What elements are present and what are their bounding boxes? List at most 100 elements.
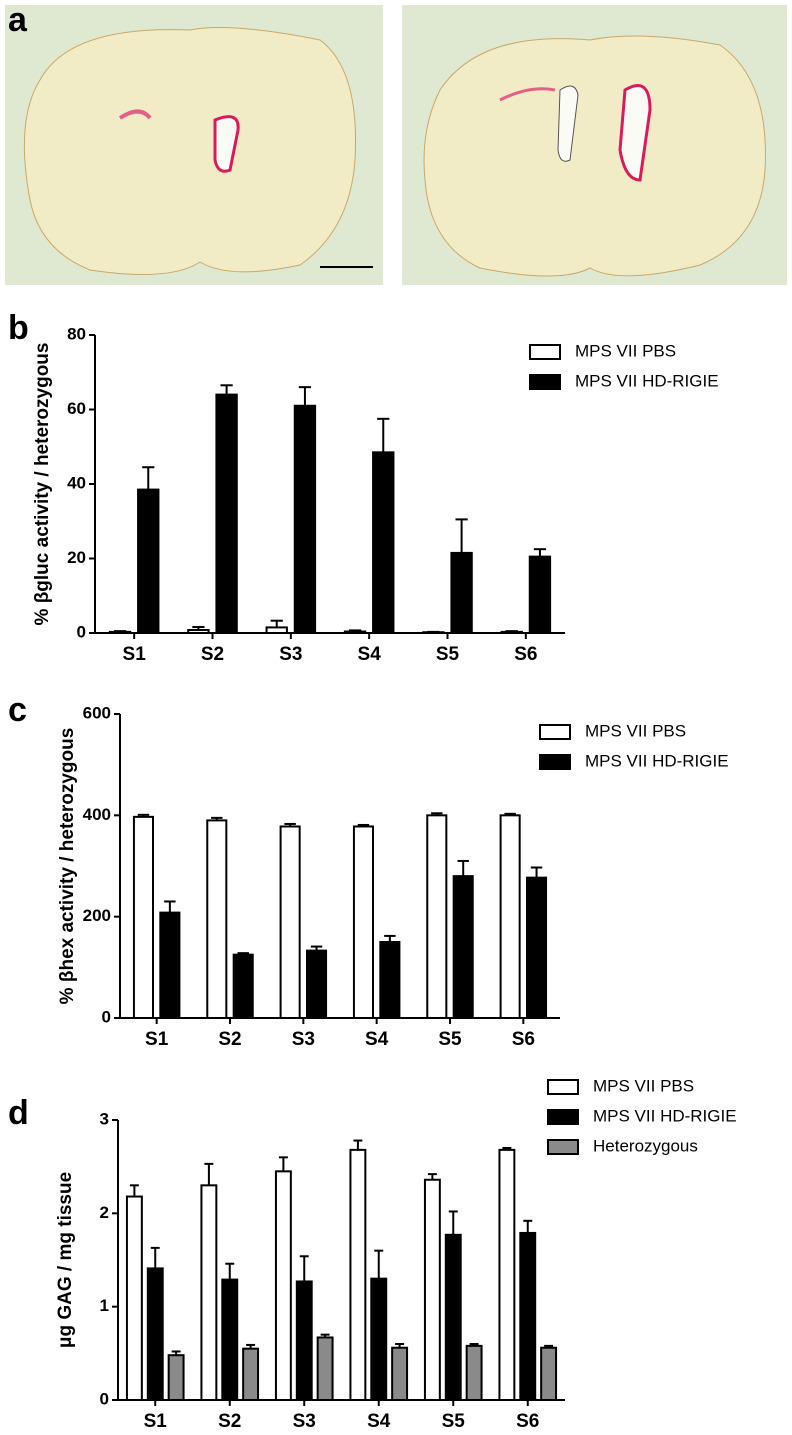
bar	[221, 1278, 239, 1401]
bar	[498, 1148, 516, 1402]
brain-images: a	[5, 1, 787, 285]
bar	[528, 555, 552, 635]
bar	[293, 404, 317, 634]
y-tick-label: 0	[102, 1007, 111, 1026]
x-tick-label: S1	[123, 644, 147, 665]
y-axis-label: μg GAG / mg tissue	[55, 1172, 76, 1348]
panel-label: c	[8, 691, 27, 729]
bar	[265, 626, 288, 634]
panel-label: b	[8, 309, 29, 347]
x-tick-label: S3	[293, 1411, 316, 1432]
bar	[232, 953, 254, 1020]
bar	[352, 825, 374, 1019]
bar	[349, 1148, 367, 1402]
bar	[526, 876, 548, 1019]
stain	[499, 87, 556, 102]
y-tick-label: 400	[83, 805, 111, 824]
bar	[391, 1346, 409, 1401]
legend-label: MPS VII HD-RIGIE	[593, 1106, 737, 1125]
stain	[118, 109, 152, 120]
y-tick-label: 2	[100, 1203, 109, 1222]
x-tick-label: S2	[201, 644, 224, 665]
bar	[215, 393, 238, 634]
legend-label: MPS VII PBS	[593, 1076, 694, 1095]
x-tick-label: S1	[145, 1029, 169, 1050]
bar	[452, 875, 474, 1020]
bar	[279, 825, 301, 1019]
x-tick-label: S5	[438, 1029, 462, 1050]
legend-swatch	[547, 1079, 579, 1095]
bar	[372, 451, 395, 634]
bar	[343, 630, 367, 635]
brain-section	[23, 27, 357, 275]
bar	[540, 1346, 558, 1401]
x-tick-label: S5	[436, 644, 460, 665]
x-tick-label: S4	[367, 1411, 391, 1432]
y-tick-label: 40	[67, 473, 86, 492]
bar	[137, 488, 160, 634]
y-tick-label: 80	[67, 324, 86, 343]
panel-label: a	[8, 1, 28, 39]
legend-swatch	[539, 754, 571, 770]
bar	[499, 814, 521, 1019]
y-tick-label: 3	[100, 1109, 109, 1128]
legend-swatch	[529, 374, 561, 390]
y-tick-label: 200	[83, 906, 111, 925]
legend-swatch	[529, 344, 561, 360]
bar	[423, 1178, 441, 1401]
bar	[159, 911, 181, 1020]
bar	[450, 551, 473, 634]
bar	[306, 949, 328, 1020]
bar	[167, 1354, 185, 1401]
y-tick-label: 600	[83, 703, 111, 722]
bar	[274, 1170, 292, 1402]
x-tick-label: S2	[218, 1029, 241, 1050]
bar	[295, 1280, 313, 1402]
ventricle	[213, 115, 240, 173]
y-tick-label: 20	[67, 548, 86, 567]
brain-section	[423, 35, 766, 277]
bar	[108, 630, 132, 635]
legend-label: MPS VII PBS	[585, 721, 686, 740]
bar	[132, 815, 154, 1019]
bar	[379, 941, 401, 1019]
legend-label: Heterozygous	[593, 1136, 698, 1155]
bar	[206, 819, 228, 1020]
bar	[200, 1184, 218, 1402]
x-tick-label: S6	[514, 644, 537, 665]
legend-swatch	[547, 1109, 579, 1125]
y-axis-label: % βgluc activity / heterozygous	[32, 343, 53, 626]
panel-label: d	[8, 1094, 29, 1132]
bar	[187, 629, 210, 635]
bar	[422, 631, 445, 635]
y-tick-label: 0	[77, 622, 86, 641]
bar	[465, 1344, 483, 1402]
legend-swatch	[539, 724, 571, 740]
y-tick-label: 0	[100, 1389, 109, 1408]
ventricle	[557, 85, 579, 162]
x-tick-label: S2	[218, 1411, 241, 1432]
ventricle	[618, 84, 652, 182]
x-tick-label: S3	[292, 1029, 315, 1050]
bar	[316, 1336, 334, 1402]
legend-label: MPS VII HD-RIGIE	[575, 371, 719, 390]
y-axis-label: % βhex activity / heterozygous	[57, 728, 78, 1005]
y-tick-label: 1	[100, 1296, 109, 1315]
bar	[426, 814, 448, 1019]
legend-label: MPS VII PBS	[575, 341, 676, 360]
x-tick-label: S3	[279, 644, 302, 665]
bar	[519, 1231, 537, 1402]
legend-swatch	[547, 1139, 579, 1155]
bar	[444, 1233, 462, 1402]
bar	[146, 1267, 164, 1402]
x-tick-label: S4	[365, 1029, 389, 1050]
bar	[370, 1277, 388, 1401]
legend-label: MPS VII HD-RIGIE	[585, 751, 729, 770]
x-tick-label: S6	[512, 1029, 535, 1050]
x-tick-label: S6	[516, 1411, 539, 1432]
bar	[242, 1347, 260, 1401]
bar	[500, 630, 523, 635]
bar	[125, 1195, 143, 1401]
x-tick-label: S1	[144, 1411, 168, 1432]
